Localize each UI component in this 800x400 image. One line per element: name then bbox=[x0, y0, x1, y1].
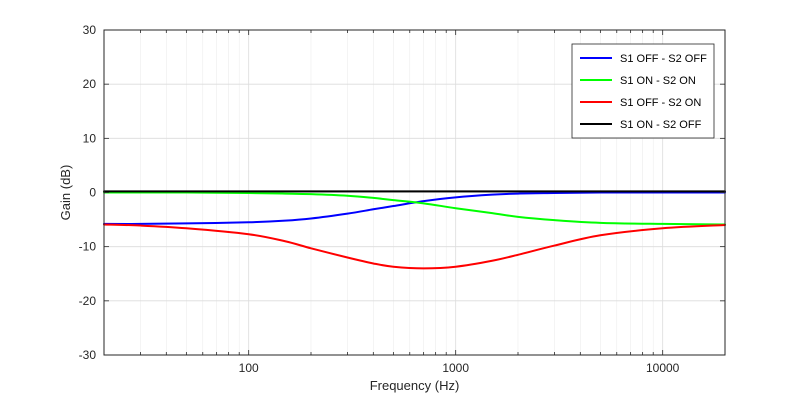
y-tick-label: 0 bbox=[89, 186, 96, 200]
legend-label: S1 ON - S2 OFF bbox=[620, 119, 702, 131]
x-tick-label: 1000 bbox=[442, 361, 469, 375]
ticks: -30 -20 -10 0 10 20 30 100 1000 10000 bbox=[79, 23, 726, 375]
series-line-3 bbox=[103, 223, 726, 270]
y-tick-label: 10 bbox=[83, 131, 97, 145]
x-tick-label: 100 bbox=[239, 361, 259, 375]
y-tick-label: -20 bbox=[79, 294, 97, 308]
legend-label: S1 OFF - S2 OFF bbox=[620, 53, 707, 65]
y-tick-label: 20 bbox=[83, 77, 97, 91]
y-axis-label: Gain (dB) bbox=[58, 165, 73, 221]
legend: S1 OFF - S2 OFF S1 ON - S2 ON S1 OFF - S2 … bbox=[571, 43, 715, 139]
y-tick-label: -30 bbox=[79, 348, 97, 362]
legend-box bbox=[571, 43, 715, 139]
plot-lines bbox=[103, 190, 726, 270]
x-tick-label: 10000 bbox=[646, 361, 680, 375]
y-tick-label: -10 bbox=[79, 240, 97, 254]
x-axis-label: Frequency (Hz) bbox=[370, 378, 460, 393]
series-line-1 bbox=[103, 191, 726, 225]
series-line-2 bbox=[103, 191, 726, 226]
legend-label: S1 OFF - S2 ON bbox=[620, 97, 701, 109]
legend-label: S1 ON - S2 ON bbox=[620, 75, 696, 87]
y-tick-label: 30 bbox=[83, 23, 97, 37]
